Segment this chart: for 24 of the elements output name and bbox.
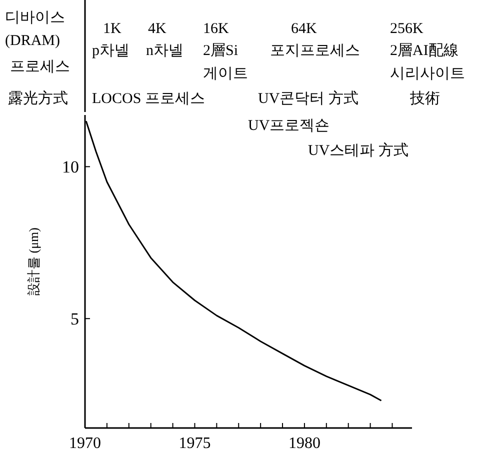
y-tick-label: 10 bbox=[62, 158, 79, 177]
x-tick-label: 1980 bbox=[288, 435, 320, 452]
text: 1K bbox=[103, 21, 122, 37]
text: 프로세스 bbox=[10, 59, 70, 75]
text: 64K bbox=[291, 21, 317, 37]
y-axis-title: 設計룰 (μm) bbox=[26, 228, 41, 296]
text: 디바이스 (DRAM) bbox=[5, 10, 65, 49]
text: 2層Si 게이트 bbox=[203, 43, 248, 82]
annotation: UV프로젝숀 bbox=[248, 118, 330, 134]
text: p차넬 bbox=[92, 43, 130, 59]
x-tick-label: 1975 bbox=[178, 435, 211, 452]
text: 포지프로세스 bbox=[270, 43, 360, 59]
text: 2層AI配線 시리사이트 bbox=[390, 43, 465, 82]
text: 技術 bbox=[409, 90, 440, 107]
y-tick-label: 5 bbox=[70, 310, 79, 329]
annotation: UV스테파 方式 bbox=[308, 142, 408, 159]
text: 4K bbox=[148, 21, 166, 37]
text: 16K bbox=[203, 21, 229, 37]
x-tick-label: 1970 bbox=[69, 435, 101, 452]
text: LOCOS 프로세스 bbox=[92, 91, 205, 107]
text: n차넬 bbox=[146, 43, 184, 59]
text: 露光方式 bbox=[8, 90, 68, 107]
text: UV콘닥터 方式 bbox=[258, 90, 358, 107]
text: 256K bbox=[390, 21, 424, 37]
